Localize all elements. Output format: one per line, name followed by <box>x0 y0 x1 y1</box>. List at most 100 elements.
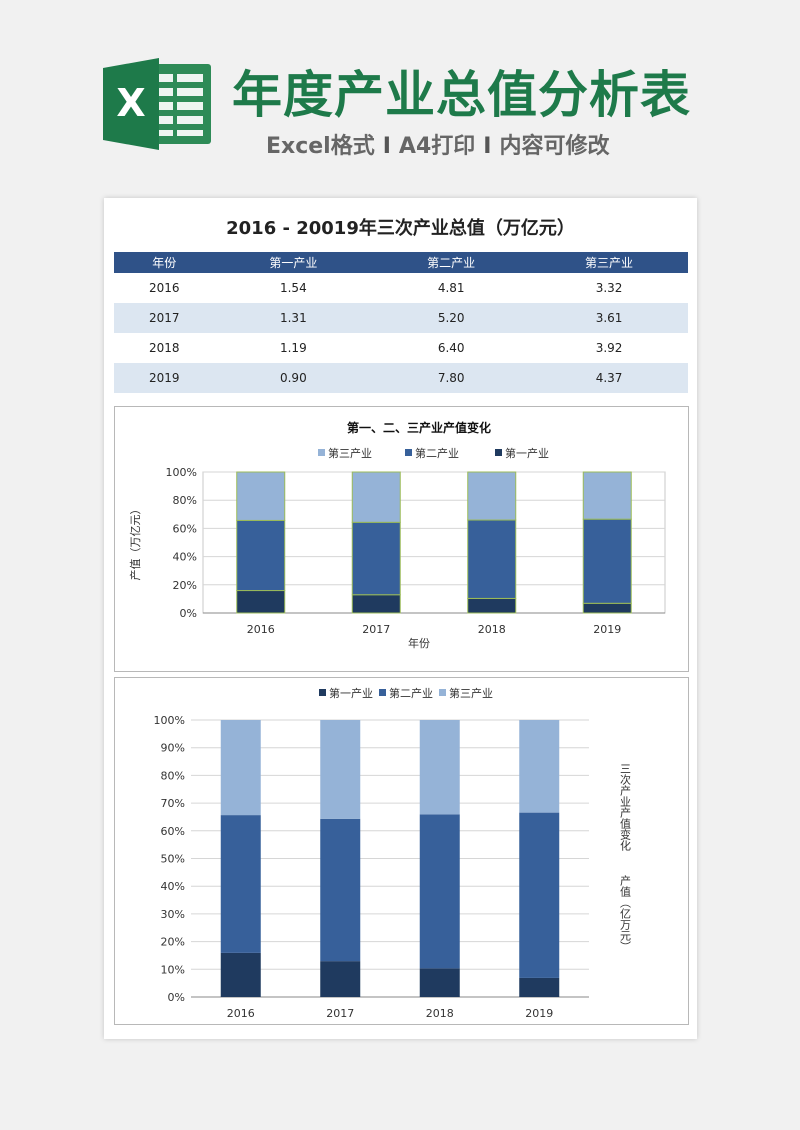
column-header: 年份 <box>114 252 215 273</box>
chart-1-title: 第一、二、三产业产值变化 <box>347 420 491 435</box>
document-sheet: 2016 - 20019年三次产业总值（万亿元） 年份 第一产业 第二产业 第三… <box>104 198 697 1039</box>
logo-badge <box>103 58 159 150</box>
column-header: 第二产业 <box>372 252 531 273</box>
legend-swatch-secondary <box>379 689 386 696</box>
table-cell: 2016 <box>148 281 180 295</box>
table-cell: 1.19 <box>279 341 307 355</box>
chart-1-y-axis-title: 产值（万亿元） <box>128 504 142 581</box>
chart-2-side-notes: 三次产业产值变化 产值（亿万元） <box>619 763 632 952</box>
y-tick-label: 90% <box>161 742 185 755</box>
table-cell: 0.90 <box>214 363 373 393</box>
table-cell: 3.32 <box>595 281 623 295</box>
x-tick-label: 2017 <box>362 623 390 636</box>
bar-segment <box>220 815 261 953</box>
bar-segment <box>419 814 460 969</box>
y-tick-label: 40% <box>161 880 185 893</box>
stacked-chart-1: 第一、二、三产业产值变化 第三产业 第二产业 第一产业 0% 20% 40% 60% 8… <box>114 406 689 672</box>
bar-segment <box>320 818 361 962</box>
y-tick-label: 0% <box>168 991 185 1004</box>
y-tick-label: 60% <box>173 522 197 535</box>
subtitle-editable: 内容可修改 <box>499 134 610 159</box>
y-tick-label: 10% <box>161 963 185 976</box>
subtitle-separator: I <box>483 134 492 159</box>
bar-segment <box>582 518 632 604</box>
x-tick-label: 2019 <box>525 1007 553 1020</box>
legend-swatch-tertiary <box>318 449 325 456</box>
table-cell: 2017 <box>114 303 215 333</box>
table-cell: 2018 <box>148 341 180 355</box>
y-tick-label: 0% <box>180 607 197 620</box>
legend-label: 第二产业 <box>415 446 459 460</box>
legend-label: 第三产业 <box>328 446 372 460</box>
table-cell: 4.81 <box>437 281 465 295</box>
y-tick-label: 100% <box>166 466 197 479</box>
bar-segment <box>236 519 286 592</box>
subtitle-format: Excel格式 <box>266 134 375 159</box>
bar-segment <box>220 720 261 816</box>
excel-logo-icon: X <box>103 58 211 150</box>
legend-label: 第一产业 <box>505 446 549 460</box>
table-cell: 2019 <box>114 363 215 393</box>
chart-2-legend: 第一产业 第二产业 第三产业 <box>319 686 493 700</box>
bar-segment <box>519 720 560 813</box>
chart-1-x-axis-title: 年份 <box>408 636 430 650</box>
y-tick-label: 30% <box>161 908 185 921</box>
column-header: 第一产业 <box>214 252 373 273</box>
stacked-chart-2: 第一产业 第二产业 第三产业 0% 10% 20% 30% 40% 50% 60% 70% 80… <box>114 677 689 1025</box>
bar-segment <box>320 961 361 997</box>
page-title: 年度产业总值分析表 <box>232 66 691 124</box>
bar-segment <box>351 594 401 614</box>
table-row: 2019 0.90 7.80 4.37 <box>114 363 688 393</box>
table-cell: 3.92 <box>595 341 623 355</box>
bar-segment <box>519 977 560 997</box>
data-table: 年份 第一产业 第二产业 第三产业 2016 1.54 4.81 3.32 20… <box>114 252 688 393</box>
bar-segment <box>467 471 517 521</box>
table-header-row: 年份 第一产业 第二产业 第三产业 <box>114 252 688 273</box>
bar-segment <box>351 471 401 523</box>
y-tick-label: 40% <box>173 551 197 564</box>
x-tick-label: 2019 <box>593 623 621 636</box>
y-tick-label: 20% <box>173 579 197 592</box>
table-cell: 7.80 <box>372 363 531 393</box>
bar-segment <box>467 597 517 614</box>
bar-segment <box>351 521 401 596</box>
table-cell: 3.61 <box>530 303 688 333</box>
x-tick-label: 2016 <box>227 1007 255 1020</box>
bar-segment <box>236 471 286 521</box>
x-tick-label: 2016 <box>247 623 275 636</box>
table-cell: 4.37 <box>530 363 688 393</box>
column-header: 第三产业 <box>530 252 688 273</box>
table-cell: 1.31 <box>214 303 373 333</box>
table-cell: 6.40 <box>437 341 465 355</box>
bar-segment <box>236 590 286 614</box>
chart-2-canvas: 第一产业 第二产业 第三产业 0% 10% 20% 30% 40% 50% 60% 70% 80… <box>154 686 632 1020</box>
y-tick-label: 80% <box>161 769 185 782</box>
subtitle-separator: I <box>382 134 391 159</box>
y-tick-label: 20% <box>161 936 185 949</box>
bar-segment <box>320 720 361 819</box>
bar-segment <box>519 812 560 978</box>
bar-segment <box>220 952 261 997</box>
y-tick-label: 70% <box>161 797 185 810</box>
x-tick-label: 2017 <box>326 1007 354 1020</box>
bar-segment <box>582 602 632 614</box>
table-cell: 1.54 <box>279 281 307 295</box>
y-tick-label: 50% <box>161 853 185 866</box>
bar-segment <box>419 968 460 997</box>
legend-swatch-secondary <box>405 449 412 456</box>
table-title: 2016 - 20019年三次产业总值（万亿元） <box>226 218 575 239</box>
legend-label: 第二产业 <box>389 686 433 700</box>
table-row: 2016 1.54 4.81 3.32 <box>114 273 688 303</box>
x-tick-label: 2018 <box>426 1007 454 1020</box>
table-row: 2018 1.19 6.40 3.92 <box>114 333 688 363</box>
bar-segment <box>419 720 460 815</box>
legend-label: 第一产业 <box>329 686 373 700</box>
page-subtitle: Excel格式 I A4打印 I 内容可修改 <box>266 128 609 160</box>
legend-label: 第三产业 <box>449 686 493 700</box>
legend-swatch-primary <box>495 449 502 456</box>
chart-1-canvas: 第一、二、三产业产值变化 第三产业 第二产业 第一产业 0% 20% 40% 60% 8… <box>128 420 666 650</box>
y-tick-label: 60% <box>161 825 185 838</box>
chart-2-side-title: 三次产业产值变化 <box>619 763 632 852</box>
logo-letter: X <box>116 81 145 125</box>
bar-segment <box>467 519 517 599</box>
